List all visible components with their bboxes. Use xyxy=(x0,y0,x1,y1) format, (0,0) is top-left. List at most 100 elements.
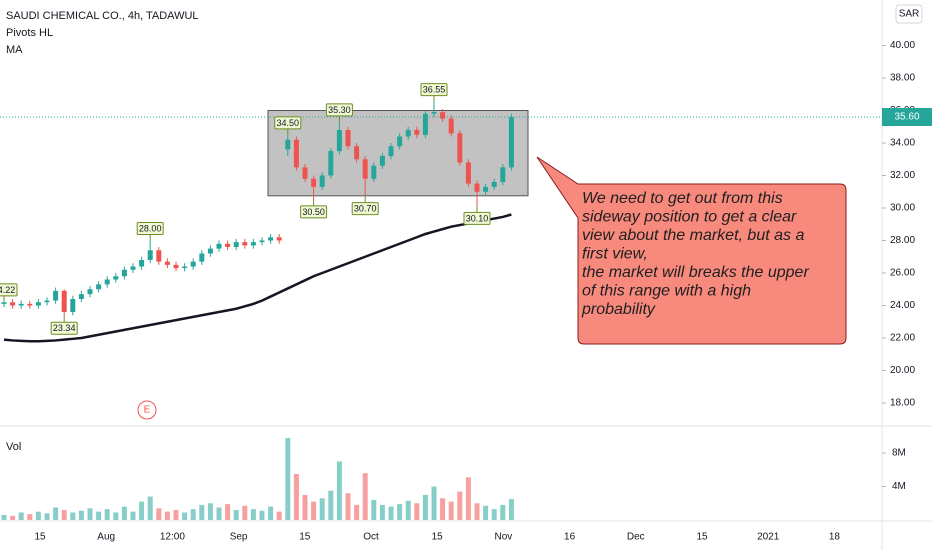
candle-body xyxy=(18,303,24,306)
volume-bar xyxy=(371,499,377,520)
event-icon[interactable] xyxy=(137,400,157,420)
pivot-label: 23.34 xyxy=(53,323,76,333)
candle-body xyxy=(96,284,102,290)
volume-bar xyxy=(121,506,127,520)
candle-body xyxy=(87,289,93,295)
callout-text: probability xyxy=(581,301,656,318)
chart-title: SAUDI CHEMICAL CO., 4h, TADAWUL xyxy=(6,10,199,22)
volume-bar xyxy=(182,512,188,520)
candle-body xyxy=(483,186,489,192)
volume-bar xyxy=(414,503,420,520)
pivot-label: 30.70 xyxy=(354,204,377,214)
volume-bar xyxy=(285,438,291,520)
y-tick-label: 20.00 xyxy=(890,365,915,376)
volume-bar xyxy=(1,514,7,520)
candle-body xyxy=(362,159,368,179)
x-tick-label: Oct xyxy=(363,532,379,543)
event-icon-label[interactable]: E xyxy=(144,405,151,416)
volume-title: Vol xyxy=(6,441,21,453)
candle-body xyxy=(242,242,248,246)
candle-body xyxy=(78,294,84,299)
volume-bar xyxy=(130,511,136,520)
volume-bar xyxy=(457,491,463,520)
range-box xyxy=(267,110,529,197)
callout-text: view about the market, but as a xyxy=(582,227,804,244)
volume-bar xyxy=(87,508,93,520)
pivot-label: 30.50 xyxy=(302,207,325,217)
candle-body xyxy=(61,290,67,312)
pivot-label-box xyxy=(274,116,302,130)
volume-bar xyxy=(10,515,16,520)
pivot-label-box xyxy=(0,283,18,297)
volume-bar xyxy=(113,512,119,520)
candle-body xyxy=(233,242,239,247)
volume-bar xyxy=(53,507,59,520)
currency-button[interactable] xyxy=(895,4,923,24)
ma-line xyxy=(3,213,512,343)
candle-body xyxy=(104,279,110,285)
callout-text: the market will breaks the upper xyxy=(582,264,809,281)
plot: 18.00 20.00 22.00 24.00 26.00 28.00 30.00 32.00… xyxy=(0,40,932,543)
volume-bar xyxy=(104,509,110,520)
volume-bar xyxy=(491,509,497,520)
callout-text: first view, xyxy=(582,246,648,263)
candle-body xyxy=(190,261,196,267)
candle-body xyxy=(440,112,446,119)
pivot-label: 24.22 xyxy=(0,285,15,295)
y-tick-label: 38.00 xyxy=(890,73,915,84)
y-tick-label: 30.00 xyxy=(890,203,915,214)
candle-body xyxy=(156,250,162,262)
candle-body xyxy=(139,260,145,267)
pivot-label: 30.10 xyxy=(466,213,489,223)
y-tick-label: 34.00 xyxy=(890,138,915,149)
last-price-label: 35.60 xyxy=(894,112,919,123)
volume-bar xyxy=(61,509,67,520)
x-tick-label: Dec xyxy=(627,532,645,543)
y-tick-label: 22.00 xyxy=(890,333,915,344)
volume-bar xyxy=(483,505,489,520)
volume-bar xyxy=(293,474,299,520)
candle-body xyxy=(500,167,506,182)
pivot-label-box xyxy=(325,103,353,117)
candle-body xyxy=(465,162,471,184)
candle-body xyxy=(422,113,428,135)
callout-text: sideway position to get a clear xyxy=(582,209,797,226)
last-price-tag xyxy=(882,108,932,126)
pivot-label: 35.30 xyxy=(328,105,351,115)
candle-body xyxy=(311,178,317,187)
pivot-label-box xyxy=(420,83,448,97)
volume-bar xyxy=(319,498,325,520)
volume-bar xyxy=(328,490,334,520)
x-tick-label: Sep xyxy=(230,532,248,543)
candle-body xyxy=(397,136,403,147)
candle-body xyxy=(164,261,170,265)
volume-bar xyxy=(156,508,162,520)
candle-body xyxy=(371,165,377,179)
volume-bar xyxy=(199,504,205,520)
currency-button-label[interactable]: SAR xyxy=(899,9,920,20)
pivot-label-box xyxy=(463,211,491,225)
y-tick-label: 24.00 xyxy=(890,300,915,311)
candle-body xyxy=(508,117,514,168)
volume-bar xyxy=(233,509,239,520)
pivot-label: 34.50 xyxy=(277,118,300,128)
volume-bar xyxy=(18,512,24,520)
volume-tick-label: 4M xyxy=(892,481,906,492)
volume-bar xyxy=(216,507,222,520)
x-tick-label: 15 xyxy=(696,532,708,543)
pivot-label-box xyxy=(351,202,379,216)
indicator-label: Pivots HL xyxy=(6,27,53,39)
x-tick-label: Aug xyxy=(97,532,115,543)
candle-body xyxy=(405,130,411,137)
volume-bar xyxy=(173,509,179,520)
candle-body xyxy=(379,156,385,166)
candle-body xyxy=(319,175,325,187)
callout-text: of this range with a high xyxy=(582,283,751,300)
candle-body xyxy=(431,112,437,114)
volume-bar xyxy=(465,477,471,520)
volume-bar xyxy=(70,512,76,520)
volume-bar xyxy=(354,504,360,520)
candle-body xyxy=(250,242,256,246)
pivot-label-box xyxy=(136,222,164,235)
